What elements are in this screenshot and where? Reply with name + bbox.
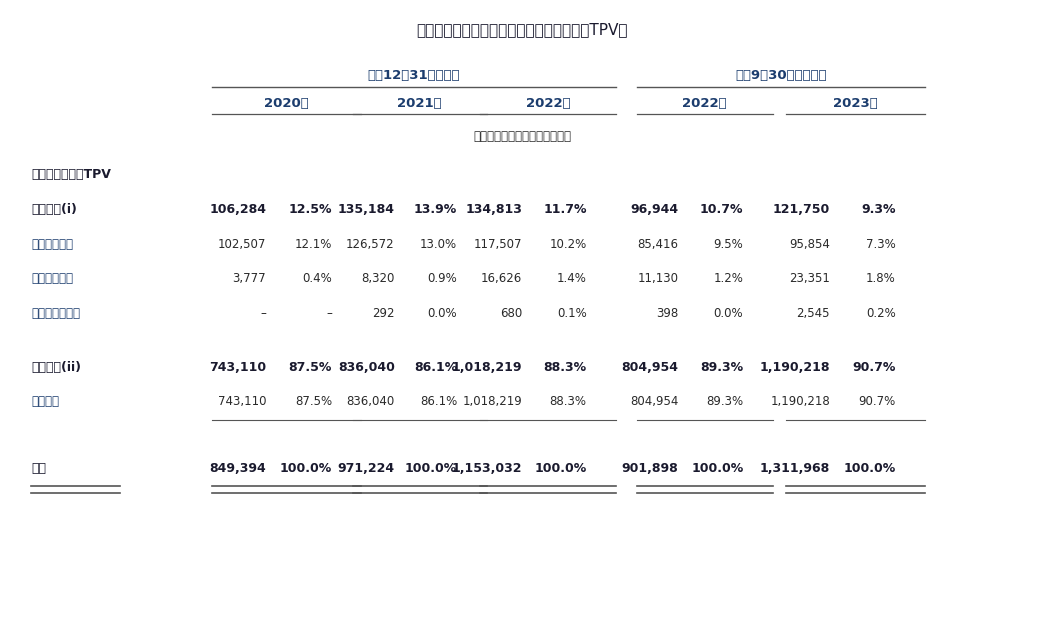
Text: 88.3%: 88.3% xyxy=(544,360,587,374)
Text: 2021年: 2021年 xyxy=(398,97,442,110)
Text: 10.2%: 10.2% xyxy=(549,237,587,251)
Text: 743,110: 743,110 xyxy=(218,395,266,408)
Text: 100.0%: 100.0% xyxy=(280,461,332,475)
Text: 100.0%: 100.0% xyxy=(691,461,743,475)
Text: 0.0%: 0.0% xyxy=(714,307,743,320)
Text: 89.3%: 89.3% xyxy=(701,360,743,374)
Text: 836,040: 836,040 xyxy=(347,395,395,408)
Text: 680: 680 xyxy=(500,307,522,320)
Text: 86.1%: 86.1% xyxy=(414,360,457,374)
Text: 2023年: 2023年 xyxy=(833,97,878,110)
Text: 836,040: 836,040 xyxy=(338,360,395,374)
Text: 23,351: 23,351 xyxy=(789,272,830,285)
Text: 1,190,218: 1,190,218 xyxy=(759,360,830,374)
Text: 100.0%: 100.0% xyxy=(535,461,587,475)
Text: 1.4%: 1.4% xyxy=(556,272,587,285)
Text: 12.5%: 12.5% xyxy=(288,203,332,216)
Text: 2022年: 2022年 xyxy=(526,97,570,110)
Text: 96,944: 96,944 xyxy=(631,203,679,216)
Text: 1.2%: 1.2% xyxy=(713,272,743,285)
Text: 3,777: 3,777 xyxy=(233,272,266,285)
Text: 截至9月30日止九個月: 截至9月30日止九個月 xyxy=(735,69,827,82)
Text: 743,110: 743,110 xyxy=(209,360,266,374)
Text: 12.1%: 12.1% xyxy=(294,237,332,251)
Text: 121,750: 121,750 xyxy=(773,203,830,216)
Text: 901,898: 901,898 xyxy=(622,461,679,475)
Text: 13.9%: 13.9% xyxy=(414,203,457,216)
Text: 90.7%: 90.7% xyxy=(852,360,896,374)
Text: 境外商戶及企業: 境外商戶及企業 xyxy=(31,307,80,320)
Text: 8,320: 8,320 xyxy=(361,272,395,285)
Text: 90.7%: 90.7% xyxy=(858,395,896,408)
Text: 7.3%: 7.3% xyxy=(867,237,896,251)
Text: 971,224: 971,224 xyxy=(337,461,395,475)
Text: 0.2%: 0.2% xyxy=(867,307,896,320)
Text: 13.0%: 13.0% xyxy=(420,237,457,251)
Text: 中國跨境企業: 中國跨境企業 xyxy=(31,272,73,285)
Text: 中國跨境商戶: 中國跨境商戶 xyxy=(31,237,73,251)
Text: 總計: 總計 xyxy=(31,461,46,475)
Text: 134,813: 134,813 xyxy=(466,203,522,216)
Text: 1,018,219: 1,018,219 xyxy=(451,360,522,374)
Text: 9.3%: 9.3% xyxy=(861,203,896,216)
Text: 0.4%: 0.4% xyxy=(303,272,332,285)
Text: 下表列示於所示期間本公司數字支付服務的TPV：: 下表列示於所示期間本公司數字支付服務的TPV： xyxy=(417,22,627,37)
Text: 2,545: 2,545 xyxy=(797,307,830,320)
Text: 95,854: 95,854 xyxy=(789,237,830,251)
Text: 1,190,218: 1,190,218 xyxy=(770,395,830,408)
Text: –: – xyxy=(260,307,266,320)
Text: –: – xyxy=(326,307,332,320)
Text: 0.9%: 0.9% xyxy=(428,272,457,285)
Text: 87.5%: 87.5% xyxy=(294,395,332,408)
Text: 100.0%: 100.0% xyxy=(844,461,896,475)
Text: 849,394: 849,394 xyxy=(210,461,266,475)
Text: 88.3%: 88.3% xyxy=(550,395,587,408)
Text: 117,507: 117,507 xyxy=(474,237,522,251)
Text: 126,572: 126,572 xyxy=(346,237,395,251)
Text: 11.7%: 11.7% xyxy=(543,203,587,216)
Text: 87.5%: 87.5% xyxy=(288,360,332,374)
Text: 292: 292 xyxy=(372,307,395,320)
Text: 0.0%: 0.0% xyxy=(428,307,457,320)
Text: 398: 398 xyxy=(657,307,679,320)
Text: 102,507: 102,507 xyxy=(218,237,266,251)
Text: 數字支付服務的TPV: 數字支付服務的TPV xyxy=(31,168,112,181)
Text: 135,184: 135,184 xyxy=(337,203,395,216)
Text: 16,626: 16,626 xyxy=(480,272,522,285)
Text: 9.5%: 9.5% xyxy=(714,237,743,251)
Text: 全球支付(i): 全球支付(i) xyxy=(31,203,77,216)
Text: 1,018,219: 1,018,219 xyxy=(462,395,522,408)
Text: 10.7%: 10.7% xyxy=(699,203,743,216)
Text: 2020年: 2020年 xyxy=(264,97,309,110)
Text: 85,416: 85,416 xyxy=(638,237,679,251)
Text: 11,130: 11,130 xyxy=(638,272,679,285)
Text: 1.8%: 1.8% xyxy=(867,272,896,285)
Text: 1,153,032: 1,153,032 xyxy=(451,461,522,475)
Text: 截至12月31日止年度: 截至12月31日止年度 xyxy=(367,69,460,82)
Text: 89.3%: 89.3% xyxy=(706,395,743,408)
Text: 86.1%: 86.1% xyxy=(420,395,457,408)
Text: 804,954: 804,954 xyxy=(631,395,679,408)
Text: 804,954: 804,954 xyxy=(621,360,679,374)
Text: 1,311,968: 1,311,968 xyxy=(760,461,830,475)
Text: 2022年: 2022年 xyxy=(683,97,727,110)
Text: 100.0%: 100.0% xyxy=(405,461,457,475)
Text: 0.1%: 0.1% xyxy=(557,307,587,320)
Text: （人民幣百萬元，百分比除外）: （人民幣百萬元，百分比除外） xyxy=(473,130,571,143)
Text: 106,284: 106,284 xyxy=(209,203,266,216)
Text: 境內企業: 境內企業 xyxy=(31,395,60,408)
Text: 境內支付(ii): 境內支付(ii) xyxy=(31,360,81,374)
